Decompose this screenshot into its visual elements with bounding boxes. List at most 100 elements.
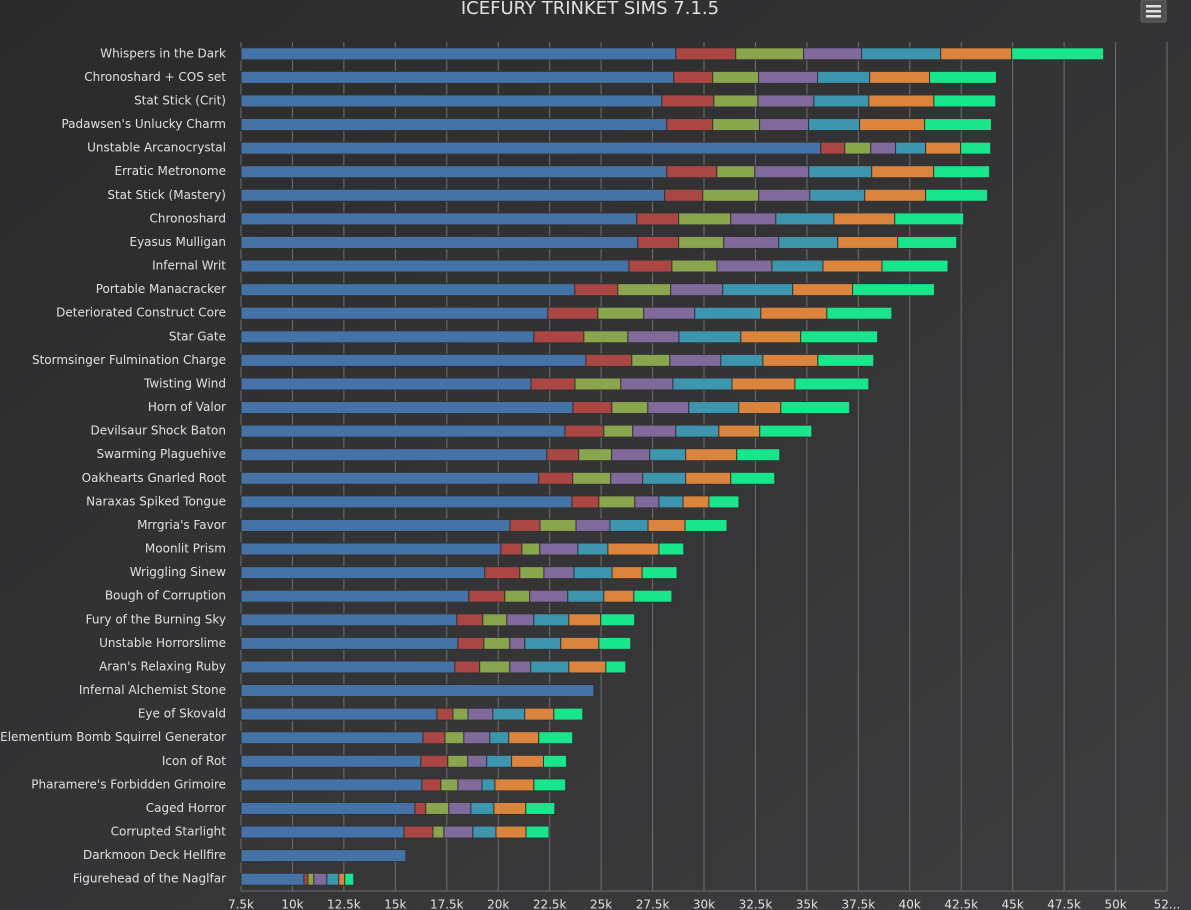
bar-segment (678, 235, 725, 249)
y-tick-label: Eye of Skovald (138, 707, 226, 721)
bar-segment (313, 872, 328, 886)
bar-segment (682, 495, 710, 509)
bar-segment (792, 283, 854, 297)
bar-segment (240, 401, 574, 415)
y-tick-label: Infernal Alchemist Stone (79, 683, 226, 697)
bar-segment (718, 424, 761, 438)
bar-segment (240, 684, 595, 698)
bar-segment (448, 801, 472, 815)
bar-segment (675, 424, 720, 438)
bar-segment (607, 542, 660, 556)
bar-segment (509, 660, 532, 674)
y-tick-label: Wriggling Sinew (130, 565, 226, 579)
bar-segment (859, 118, 926, 132)
bar-segment (440, 778, 459, 792)
bar-segment (634, 495, 660, 509)
y-tick-label: Erratic Metronome (114, 164, 226, 178)
y-tick-label: Stormsinger Fulmination Charge (32, 353, 226, 367)
bar-segment (762, 353, 819, 367)
bar-segment (240, 188, 666, 202)
bar-segment (546, 448, 580, 462)
bar-segment (444, 731, 465, 745)
y-tick-label: Horn of Valor (148, 400, 226, 414)
bar-segment (240, 377, 532, 391)
y-tick-label: Deteriorated Construct Core (56, 306, 226, 320)
y-tick-label: Stat Stick (Mastery) (107, 188, 226, 202)
bar-segment (457, 778, 483, 792)
bar-segment (675, 47, 737, 61)
x-tick-label: 47.5k (1047, 898, 1081, 910)
bar-segment (861, 47, 942, 61)
bar-segment (585, 353, 633, 367)
menu-button[interactable] (1140, 0, 1167, 23)
bar-segment (500, 542, 523, 556)
x-tick-label: 17.5k (430, 898, 464, 910)
bar-segment (817, 70, 871, 84)
y-tick-label: Mrrgria's Favor (137, 518, 226, 532)
bar-segment (813, 94, 870, 108)
y-tick-label: Star Gate (169, 329, 226, 343)
bar-segment (636, 212, 680, 226)
x-tick-label: 45k (1002, 898, 1024, 910)
bar-segment (447, 754, 469, 768)
bar-segment (685, 448, 738, 462)
bar-segment (506, 613, 535, 627)
y-tick-label: Eyasus Mulligan (130, 235, 227, 249)
bar-segment (240, 825, 405, 839)
bar-segment (443, 825, 474, 839)
bar-segment (240, 212, 638, 226)
bar-segment (568, 660, 607, 674)
bar-segment (472, 825, 497, 839)
bar-segment (538, 731, 574, 745)
bar-segment (240, 872, 305, 886)
y-tick-label: Stat Stick (Crit) (134, 93, 226, 107)
bar-segment (508, 731, 540, 745)
bar-segment (611, 566, 643, 580)
bar-segment (632, 424, 677, 438)
bar-segment (240, 94, 663, 108)
bar-segment (641, 566, 678, 580)
bar-segment (484, 566, 521, 580)
bar-segment (575, 518, 611, 532)
bar-segment (775, 212, 835, 226)
bar-segment (583, 330, 629, 344)
bar-segment (240, 235, 639, 249)
bar-segment (494, 778, 535, 792)
bar-segment (685, 471, 732, 485)
x-tick-label: 27.5k (636, 898, 670, 910)
y-tick-label: Chronoshard + COS set (84, 70, 226, 84)
menu-icon-line (1146, 15, 1161, 18)
bar-segment (771, 259, 824, 273)
bar-segment (524, 636, 562, 650)
bar-segment (529, 589, 569, 603)
bar-segment (759, 118, 810, 132)
bar-segment (600, 613, 636, 627)
bar-segment (403, 825, 434, 839)
bar-segment (658, 542, 685, 556)
bar-segment (666, 118, 714, 132)
bar-segment (684, 518, 728, 532)
bar-segment (610, 471, 644, 485)
bar-segment (658, 495, 684, 509)
bar-segment (240, 801, 416, 815)
x-tick-label: 20k (487, 898, 509, 910)
bar-segment (468, 589, 506, 603)
bar-segment (611, 448, 651, 462)
bar-segment (542, 754, 568, 768)
bar-segment (864, 188, 927, 202)
bar-segment (631, 353, 671, 367)
bar-segment (533, 778, 567, 792)
bar-segment (538, 471, 574, 485)
bar-segment (757, 94, 815, 108)
bar-segment (598, 495, 636, 509)
bar-segment (578, 448, 613, 462)
bar-segment (573, 566, 613, 580)
bar-segment (808, 165, 873, 179)
bar-segment (688, 401, 740, 415)
bar-segment (240, 47, 677, 61)
bar-segment (611, 401, 649, 415)
bar-segment (560, 636, 600, 650)
bar-segment (547, 306, 599, 320)
bar-segment (925, 188, 989, 202)
y-tick-label: Twisting Wind (143, 376, 226, 390)
